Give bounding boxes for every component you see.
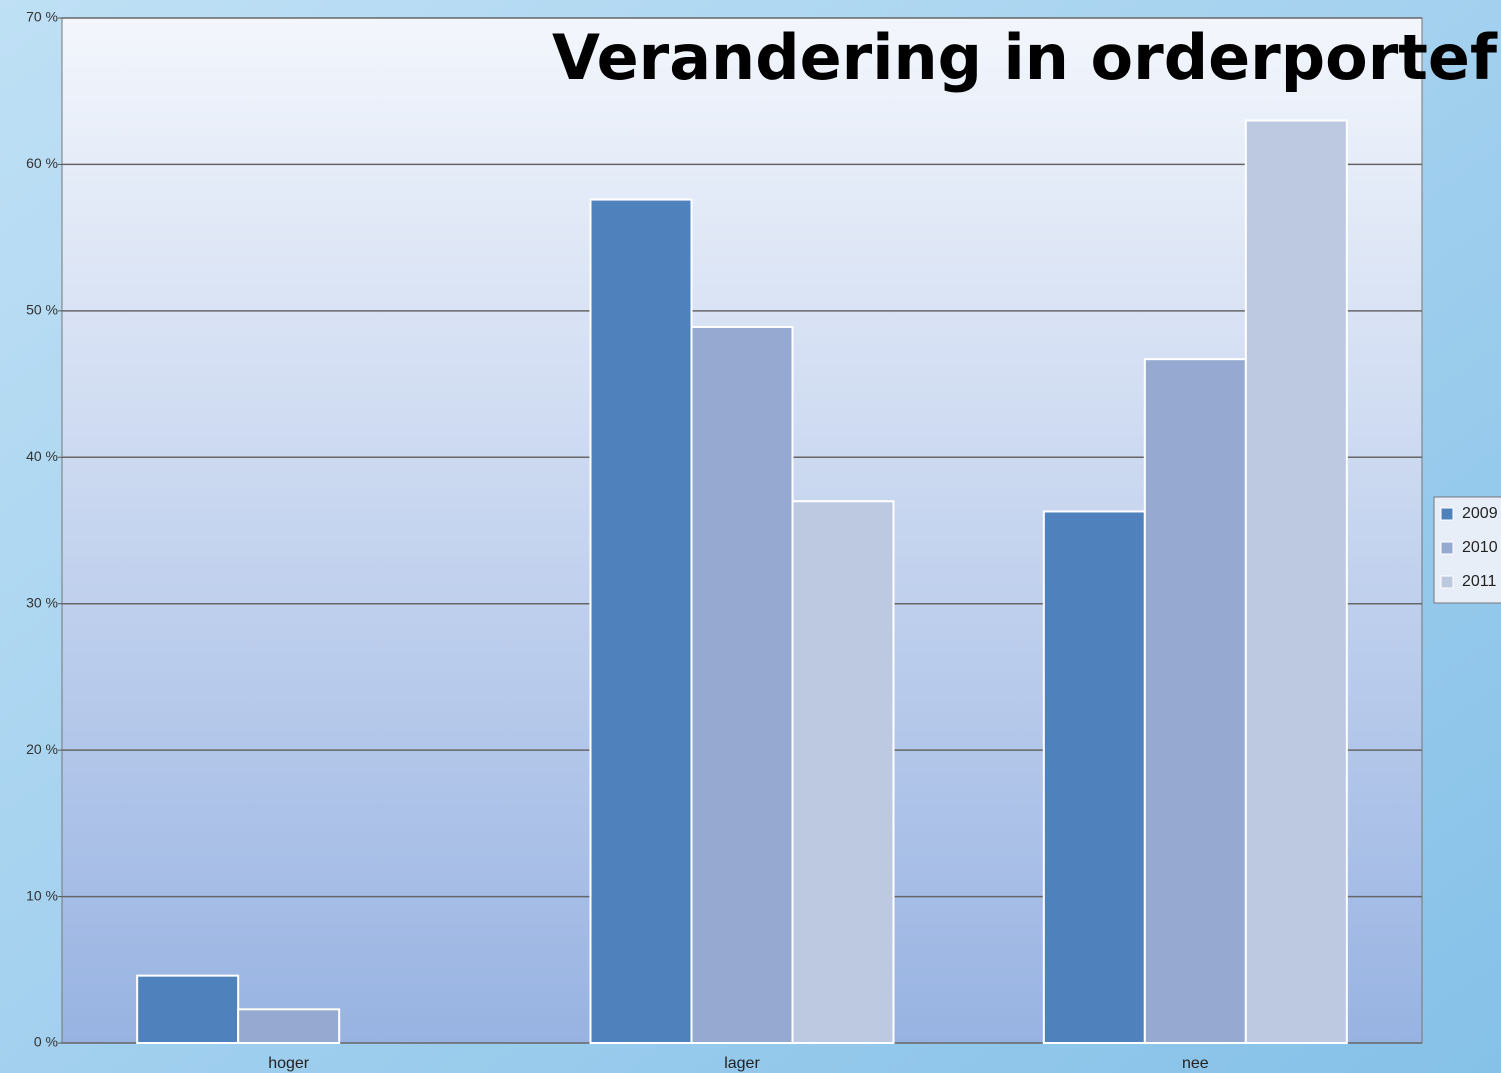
legend-label: 2010 [1462,539,1498,556]
y-tick-label: 70 % [26,9,58,25]
bar [1143,358,1247,1044]
y-tick-label: 60 % [26,155,58,171]
legend-swatch [1440,575,1454,589]
y-tick-label: 20 % [26,741,58,757]
y-tick-label: 10 % [26,887,58,903]
legend-swatch [1440,541,1454,555]
legend-swatch [1440,507,1454,521]
y-tick-label: 30 % [26,594,58,610]
y-tick-label: 50 % [26,302,58,318]
y-tick-label: 40 % [26,448,58,464]
chart-title: Verandering in orderportefuille [552,21,1501,94]
bar [237,1008,341,1044]
x-tick-label: lager [724,1055,760,1072]
bar [1244,119,1348,1044]
bar [136,974,240,1045]
bar [589,198,693,1045]
legend-label: 2009 [1462,505,1498,522]
bar [1042,510,1146,1044]
x-tick-label: hoger [268,1055,310,1072]
legend-label: 2011 [1462,573,1497,590]
bar [690,325,794,1044]
x-tick-label: nee [1182,1055,1209,1072]
bar [791,500,895,1044]
y-tick-label: 0 % [34,1034,58,1050]
